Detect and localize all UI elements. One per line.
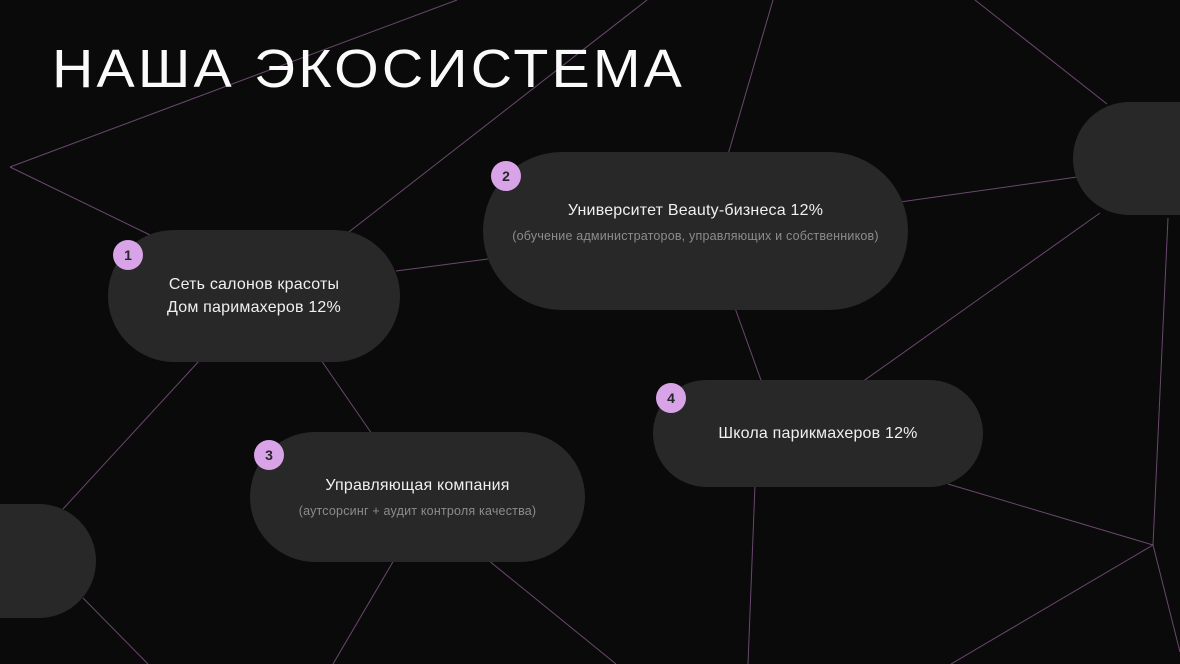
- network-line: [950, 544, 1154, 664]
- card-4-title-line-1: Школа парикмахеров 12%: [718, 425, 918, 442]
- network-line: [487, 559, 617, 664]
- card-1-number-badge: 1: [113, 240, 143, 270]
- card-hairdresser-school: Школа парикмахеров 12%: [653, 380, 983, 487]
- network-line: [1152, 544, 1180, 653]
- network-line: [62, 359, 201, 510]
- card-beauty-university: Университет Beauty-бизнеса 12% (обучение…: [483, 152, 908, 310]
- network-line: [899, 176, 1078, 203]
- network-line: [82, 597, 149, 664]
- card-2-title-line-1: Университет Beauty-бизнеса 12%: [567, 202, 824, 219]
- network-line: [947, 483, 1154, 546]
- card-4-number-badge: 4: [656, 383, 686, 413]
- network-line: [747, 484, 756, 664]
- network-line: [332, 559, 395, 664]
- edge-pill-right: [1073, 102, 1180, 215]
- card-3-subtitle: (аутсорсинг + аудит контроля качества): [298, 504, 537, 518]
- card-salon-network: Сеть салонов красоты Дом паримахеров 12%: [108, 230, 400, 362]
- network-line: [9, 0, 458, 168]
- network-line: [344, 0, 648, 236]
- network-line: [320, 359, 373, 435]
- card-2-subtitle: (обучение администраторов, управляющих и…: [512, 229, 879, 243]
- card-management-company: Управляющая компания (аутсорсинг + аудит…: [250, 432, 585, 562]
- edge-pill-bottom-left: [0, 504, 96, 618]
- card-3-title-line-1: Управляющая компания: [325, 477, 510, 494]
- network-line: [9, 166, 151, 236]
- card-2-number-badge: 2: [491, 161, 521, 191]
- network-line: [734, 307, 763, 384]
- card-1-title-line-2: Дом паримахеров 12%: [167, 299, 341, 316]
- card-3-number-badge: 3: [254, 440, 284, 470]
- network-line: [1152, 217, 1169, 546]
- card-1-title-line-1: Сеть салонов красоты: [168, 276, 340, 293]
- slide-title: НАША ЭКОСИСТЕМА: [52, 39, 686, 99]
- network-line: [726, 0, 774, 159]
- network-line: [974, 0, 1108, 105]
- network-line: [395, 258, 489, 272]
- network-line: [861, 212, 1101, 383]
